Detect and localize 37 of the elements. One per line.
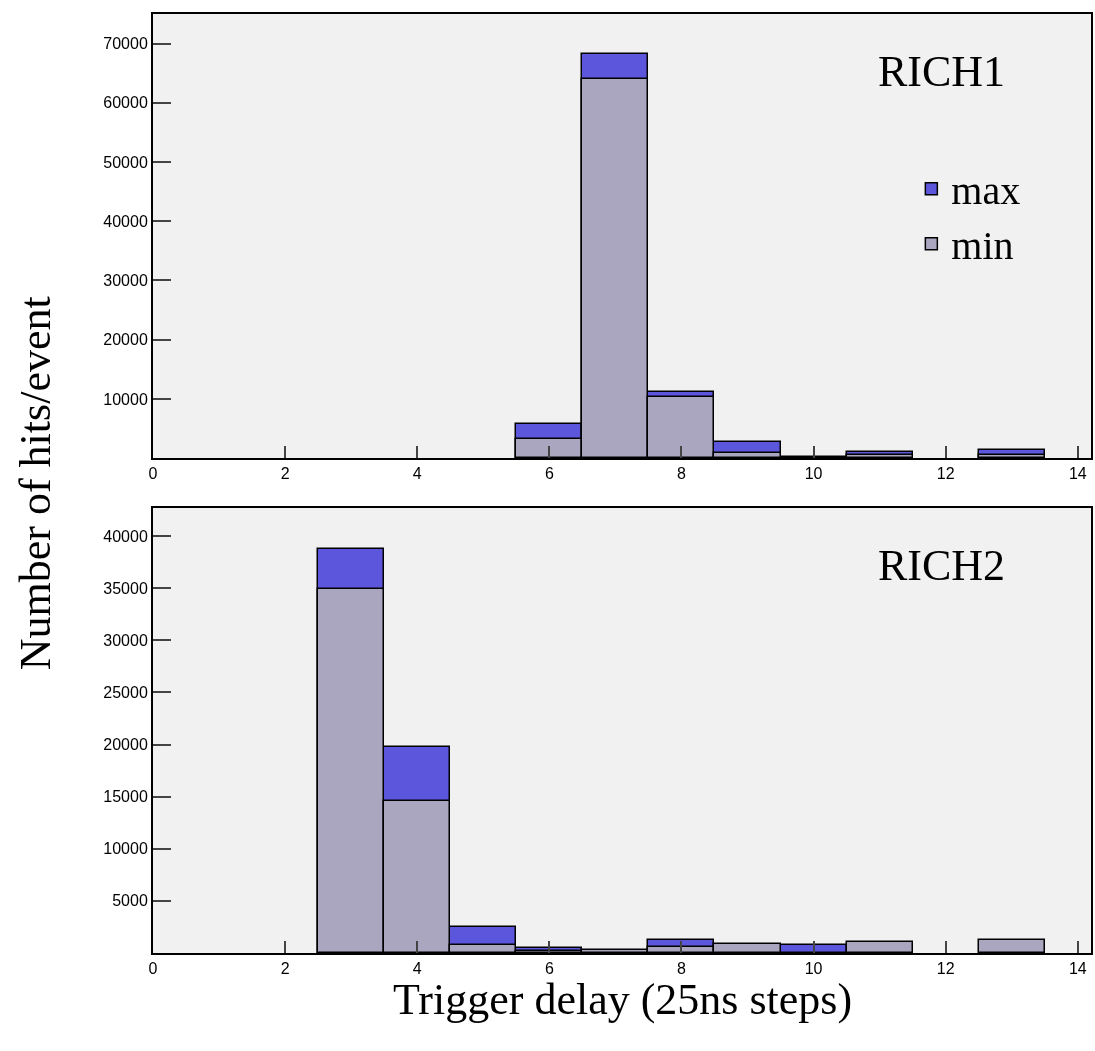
- legend-label: max: [951, 168, 1021, 214]
- y-tick-label: 40000: [103, 212, 148, 230]
- y-tick-label: 35000: [103, 579, 148, 597]
- y-axis-title: Number of hits/event: [11, 296, 61, 671]
- y-tick-label: 20000: [103, 736, 148, 754]
- y-tick-label: 10000: [103, 840, 148, 858]
- legend-label: min: [951, 223, 1014, 269]
- y-tick-label: 70000: [103, 35, 148, 53]
- x-tick-label: 4: [412, 465, 422, 483]
- x-tick-label: 4: [412, 960, 422, 978]
- y-tick-label: 10000: [103, 390, 148, 408]
- x-tick-label: 6: [544, 960, 554, 978]
- y-tick-label: 30000: [103, 272, 148, 290]
- y-tick-label: 40000: [103, 527, 148, 545]
- y-tick-label: 50000: [103, 153, 148, 171]
- y-tick-label: 20000: [103, 331, 148, 349]
- x-tick-label: 14: [1068, 465, 1087, 483]
- x-tick-label: 0: [148, 960, 158, 978]
- x-tick-label: 0: [148, 465, 158, 483]
- annotation: RICH1: [878, 47, 1006, 96]
- x-tick-label: 8: [677, 960, 686, 978]
- x-axis-title: Trigger delay (25ns steps): [393, 975, 853, 1024]
- x-tick-label: 12: [936, 465, 955, 483]
- x-tick-label: 2: [280, 465, 290, 483]
- annotation: RICH2: [878, 541, 1006, 590]
- y-tick-label: 60000: [103, 94, 148, 112]
- y-tick-label: 30000: [103, 631, 148, 649]
- x-tick-label: 6: [544, 465, 554, 483]
- y-tick-label: 25000: [103, 684, 148, 702]
- x-tick-label: 10: [804, 465, 823, 483]
- x-tick-label: 14: [1068, 960, 1087, 978]
- y-tick-label: 5000: [112, 892, 148, 910]
- x-tick-label: 10: [804, 960, 823, 978]
- x-tick-label: 8: [677, 465, 686, 483]
- x-tick-label: 12: [936, 960, 955, 978]
- y-tick-label: 15000: [103, 788, 148, 806]
- x-tick-label: 2: [280, 960, 290, 978]
